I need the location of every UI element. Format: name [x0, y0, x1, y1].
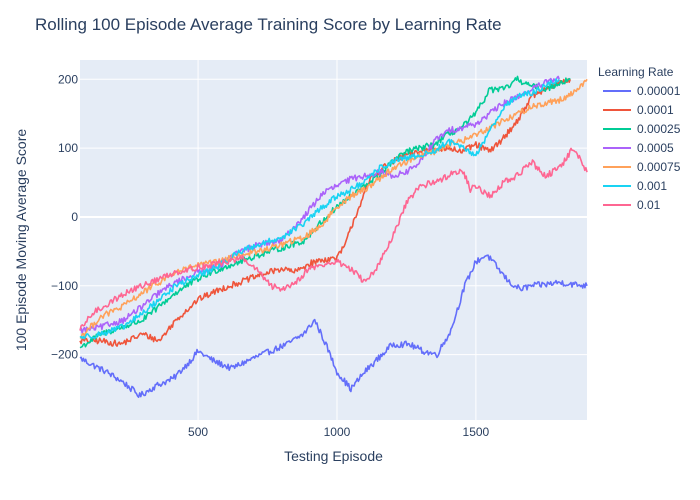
- series-line-0-0001: [79, 78, 572, 347]
- x-tick-label: 1500: [463, 425, 490, 439]
- legend-label: 0.01: [637, 198, 661, 212]
- legend-item[interactable]: 0.0005: [603, 141, 674, 155]
- legend-item[interactable]: 0.00025: [603, 122, 681, 136]
- legend-item[interactable]: 0.0001: [603, 103, 674, 117]
- legend: Learning Rate 0.00001 0.0001 0.00025 0.0005…: [598, 65, 681, 212]
- legend-item[interactable]: 0.01: [603, 198, 661, 212]
- x-axis-ticks: 500 1000 1500: [188, 425, 489, 439]
- y-tick-label: 0: [71, 210, 78, 224]
- x-tick-label: 1000: [324, 425, 351, 439]
- legend-item[interactable]: 0.001: [603, 179, 667, 193]
- legend-label: 0.0005: [637, 141, 674, 155]
- y-axis-ticks: −200 −100 0 100 200: [51, 72, 78, 361]
- series-line-0-00001: [79, 254, 588, 398]
- legend-label: 0.00075: [637, 160, 681, 174]
- series-layer: [79, 75, 588, 398]
- series-line-0-01: [79, 147, 588, 331]
- y-tick-label: 200: [58, 72, 78, 86]
- grid-lines: [80, 60, 587, 420]
- chart-title: Rolling 100 Episode Average Training Sco…: [35, 15, 502, 34]
- legend-label: 0.001: [637, 179, 667, 193]
- series-line-0-001: [79, 78, 560, 340]
- x-axis-title: Testing Episode: [284, 448, 383, 464]
- y-tick-label: 100: [58, 141, 78, 155]
- legend-label: 0.00025: [637, 122, 681, 136]
- legend-item[interactable]: 0.00075: [603, 160, 681, 174]
- legend-item[interactable]: 0.00001: [603, 84, 681, 98]
- x-tick-label: 500: [188, 425, 208, 439]
- legend-items: 0.00001 0.0001 0.00025 0.0005 0.00075 0.001 0.…: [603, 84, 681, 212]
- series-line-0-0005: [79, 75, 560, 334]
- y-tick-label: −200: [51, 348, 78, 362]
- legend-title: Learning Rate: [598, 65, 674, 79]
- y-axis-title: 100 Episode Moving Average Score: [13, 129, 29, 352]
- legend-label: 0.0001: [637, 103, 674, 117]
- y-tick-label: −100: [51, 279, 78, 293]
- legend-label: 0.00001: [637, 84, 681, 98]
